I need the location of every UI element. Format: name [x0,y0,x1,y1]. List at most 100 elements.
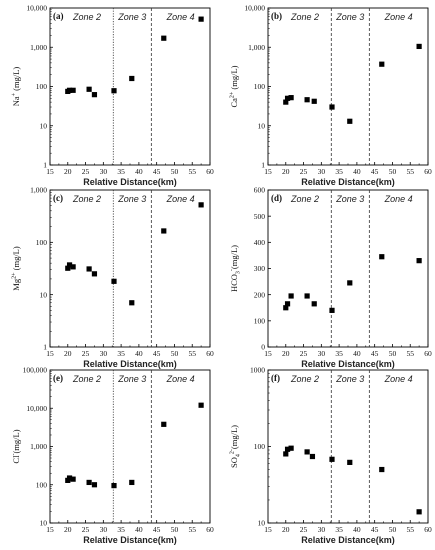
x-axis-label: Relative Distance(km) [83,177,177,187]
x-tick-label: 30 [318,525,326,534]
data-point [198,402,204,408]
x-tick-label: 60 [206,349,214,358]
data-point [416,43,422,50]
x-tick-label: 30 [318,167,326,176]
data-point [283,451,289,457]
data-point [304,449,310,455]
x-tick-label: 50 [171,349,179,358]
x-tick-label: 20 [282,167,290,176]
data-point [129,75,135,82]
x-tick-label: 55 [188,525,196,534]
x-tick-label: 25 [82,167,90,176]
y-tick-label: 1 [43,343,47,352]
data-point [379,254,385,260]
data-point [66,475,73,481]
panel-label: (c) [53,193,63,203]
zone-label: Zone 2 [290,194,319,204]
x-tick-label: 15 [264,167,272,176]
panel-a: 15 20 25 30 35 40 45 50 55 60 1 10 100 1,000 10,000 Zon… [11,4,214,187]
x-tick-label: 20 [64,167,72,176]
x-tick-label: 30 [100,525,108,534]
x-tick-label: 20 [64,525,72,534]
x-tick-label: 40 [135,167,143,176]
x-tick-label: 15 [46,349,54,358]
data-point [329,104,335,110]
x-tick-label: 55 [406,349,414,358]
y-tick-label: 100 [254,442,266,451]
x-tick-label: 35 [117,349,125,358]
x-tick-label: 45 [371,525,379,534]
y-tick-label: 500 [254,212,266,221]
data-point [288,95,294,101]
y-tick-label: 1,000 [30,186,47,195]
zone-label: Zone 3 [335,12,364,22]
x-tick-label: 45 [371,349,379,358]
data-point [65,265,71,271]
x-tick-label: 60 [424,349,432,358]
plot-frame [267,7,429,166]
data-point [379,466,385,473]
y-tick-label: 10 [40,519,48,528]
x-tick-label: 30 [318,349,326,358]
data-point [86,86,92,92]
x-tick-label: 40 [353,525,361,534]
x-axis-label: Relative Distance(km) [301,177,395,187]
data-point [70,87,76,93]
x-tick-label: 15 [46,167,54,176]
plot-frame [267,189,429,348]
data-point [309,453,316,460]
x-tick-label: 25 [300,349,308,358]
data-point [283,305,289,311]
data-point [288,445,294,451]
x-tick-label: 50 [171,525,179,534]
x-tick-label: 25 [82,349,90,358]
y-tick-label: 100,000 [23,366,48,375]
y-tick-label: 1,000 [30,43,47,52]
panel-e: 15 20 25 30 35 40 45 50 55 60 10 100 1,000 10,000 100,… [11,366,214,545]
x-tick-label: 50 [171,167,179,176]
x-tick-label: 45 [153,167,161,176]
panel-c: 15 20 25 30 35 40 45 50 55 60 1 10 100 1,000 Zone 2 Zon… [11,186,214,369]
data-point [198,16,204,22]
data-point [70,264,76,270]
x-tick-label: 50 [389,167,397,176]
data-point [66,87,73,93]
data-point [91,92,98,98]
zone-label: Zone 3 [117,12,146,22]
data-point [66,262,73,268]
x-axis-label: Relative Distance(km) [83,535,177,545]
x-tick-label: 35 [335,349,343,358]
data-point [161,35,167,41]
data-point [347,459,353,465]
y-tick-label: 200 [254,290,266,299]
data-point [284,301,291,307]
y-tick-label: 1 [261,161,265,170]
y-axis-label: Na+ (mg/L) [11,67,21,107]
zone-label: Zone 3 [117,194,146,204]
panel-label: (b) [271,11,282,21]
data-point [283,99,289,105]
data-point [284,95,291,101]
panel-label: (e) [53,373,63,383]
x-tick-label: 55 [406,525,414,534]
y-axis-label: Mg2+ (mg/L) [11,246,21,291]
y-tick-label: 10 [40,121,48,130]
data-point [91,271,98,277]
x-tick-label: 15 [46,525,54,534]
plot-frame [49,7,211,166]
data-point [347,118,353,124]
panel-label: (a) [53,11,64,21]
data-point [129,479,135,486]
data-point [198,202,204,208]
panel-d: 15 20 25 30 35 40 45 50 55 600100200300400500600Z… [229,186,432,369]
data-point [111,88,117,94]
data-point [111,483,117,489]
data-point [304,293,310,299]
data-point [86,479,92,486]
data-point [129,300,135,306]
y-tick-label: 100 [254,316,266,325]
data-point [304,97,310,103]
x-tick-label: 25 [300,167,308,176]
y-tick-label: 1000 [250,366,265,375]
data-point [288,293,294,299]
